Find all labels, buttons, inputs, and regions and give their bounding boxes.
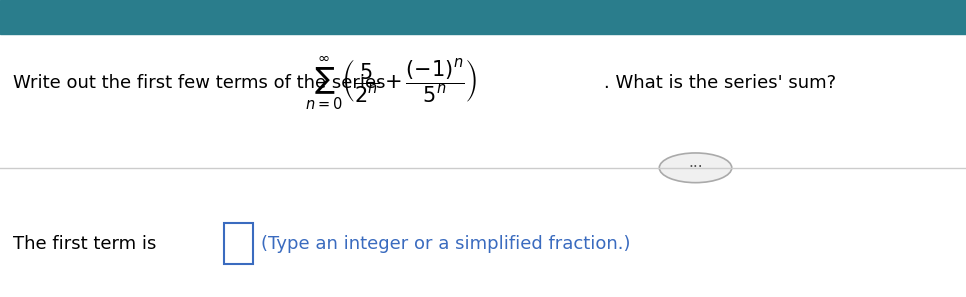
- Ellipse shape: [659, 153, 732, 183]
- Bar: [0, 0, 966, 34]
- FancyBboxPatch shape: [224, 223, 253, 264]
- Text: $\sum_{n=0}^{\infty}\left(\dfrac{5}{2^n}+\dfrac{(-1)^n}{5^n}\right)$: $\sum_{n=0}^{\infty}\left(\dfrac{5}{2^n}…: [305, 54, 477, 112]
- Text: ···: ···: [688, 160, 703, 175]
- Text: (Type an integer or a simplified fraction.): (Type an integer or a simplified fractio…: [261, 235, 631, 252]
- Text: . What is the series' sum?: . What is the series' sum?: [604, 74, 836, 92]
- Text: The first term is: The first term is: [13, 235, 156, 252]
- Text: Write out the first few terms of the series: Write out the first few terms of the ser…: [13, 74, 385, 92]
